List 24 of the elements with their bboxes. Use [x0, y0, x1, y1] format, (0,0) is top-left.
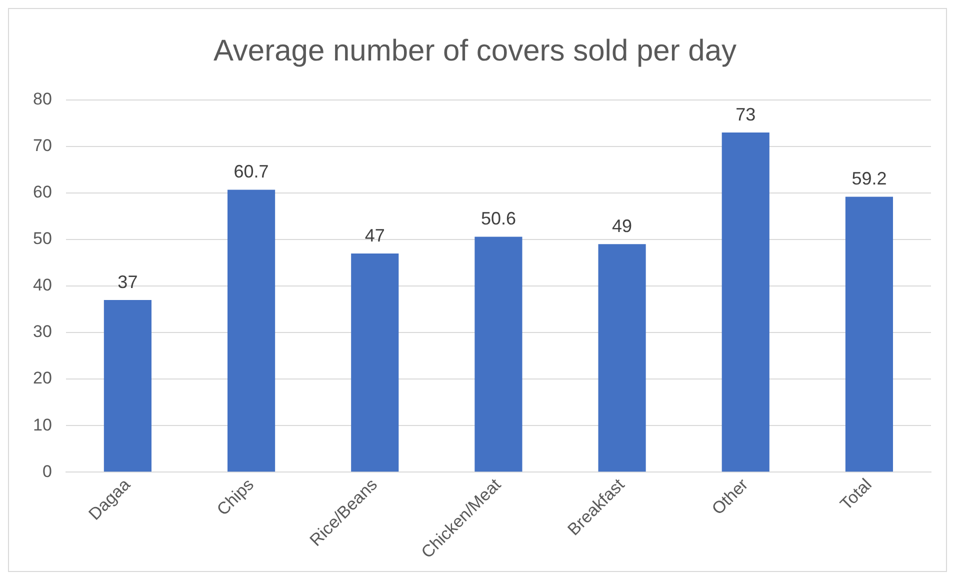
bar [845, 196, 893, 472]
data-label: 37 [118, 272, 138, 292]
data-label: 50.6 [480, 208, 516, 229]
y-tick-label: 0 [42, 462, 52, 481]
data-label: 49 [612, 216, 632, 236]
y-tick-label: 30 [32, 322, 52, 342]
y-tick-label: 80 [32, 90, 52, 109]
y-tick-label: 50 [32, 229, 52, 248]
y-tick-label: 10 [32, 415, 52, 434]
y-tick-label: 20 [32, 368, 52, 388]
bar [722, 132, 770, 472]
data-label: 47 [364, 225, 385, 246]
bar [351, 253, 399, 472]
y-tick-label: 60 [32, 182, 52, 202]
bar [598, 244, 646, 472]
bar [227, 190, 276, 472]
bar [474, 236, 522, 472]
data-label: 60.7 [234, 162, 269, 182]
data-label: 73 [736, 104, 756, 125]
y-tick-label: 70 [32, 136, 52, 156]
y-tick-label: 40 [32, 276, 52, 295]
data-label: 59.2 [852, 168, 887, 189]
bar [104, 300, 152, 472]
chart-title: Average number of covers sold per day [213, 34, 737, 68]
